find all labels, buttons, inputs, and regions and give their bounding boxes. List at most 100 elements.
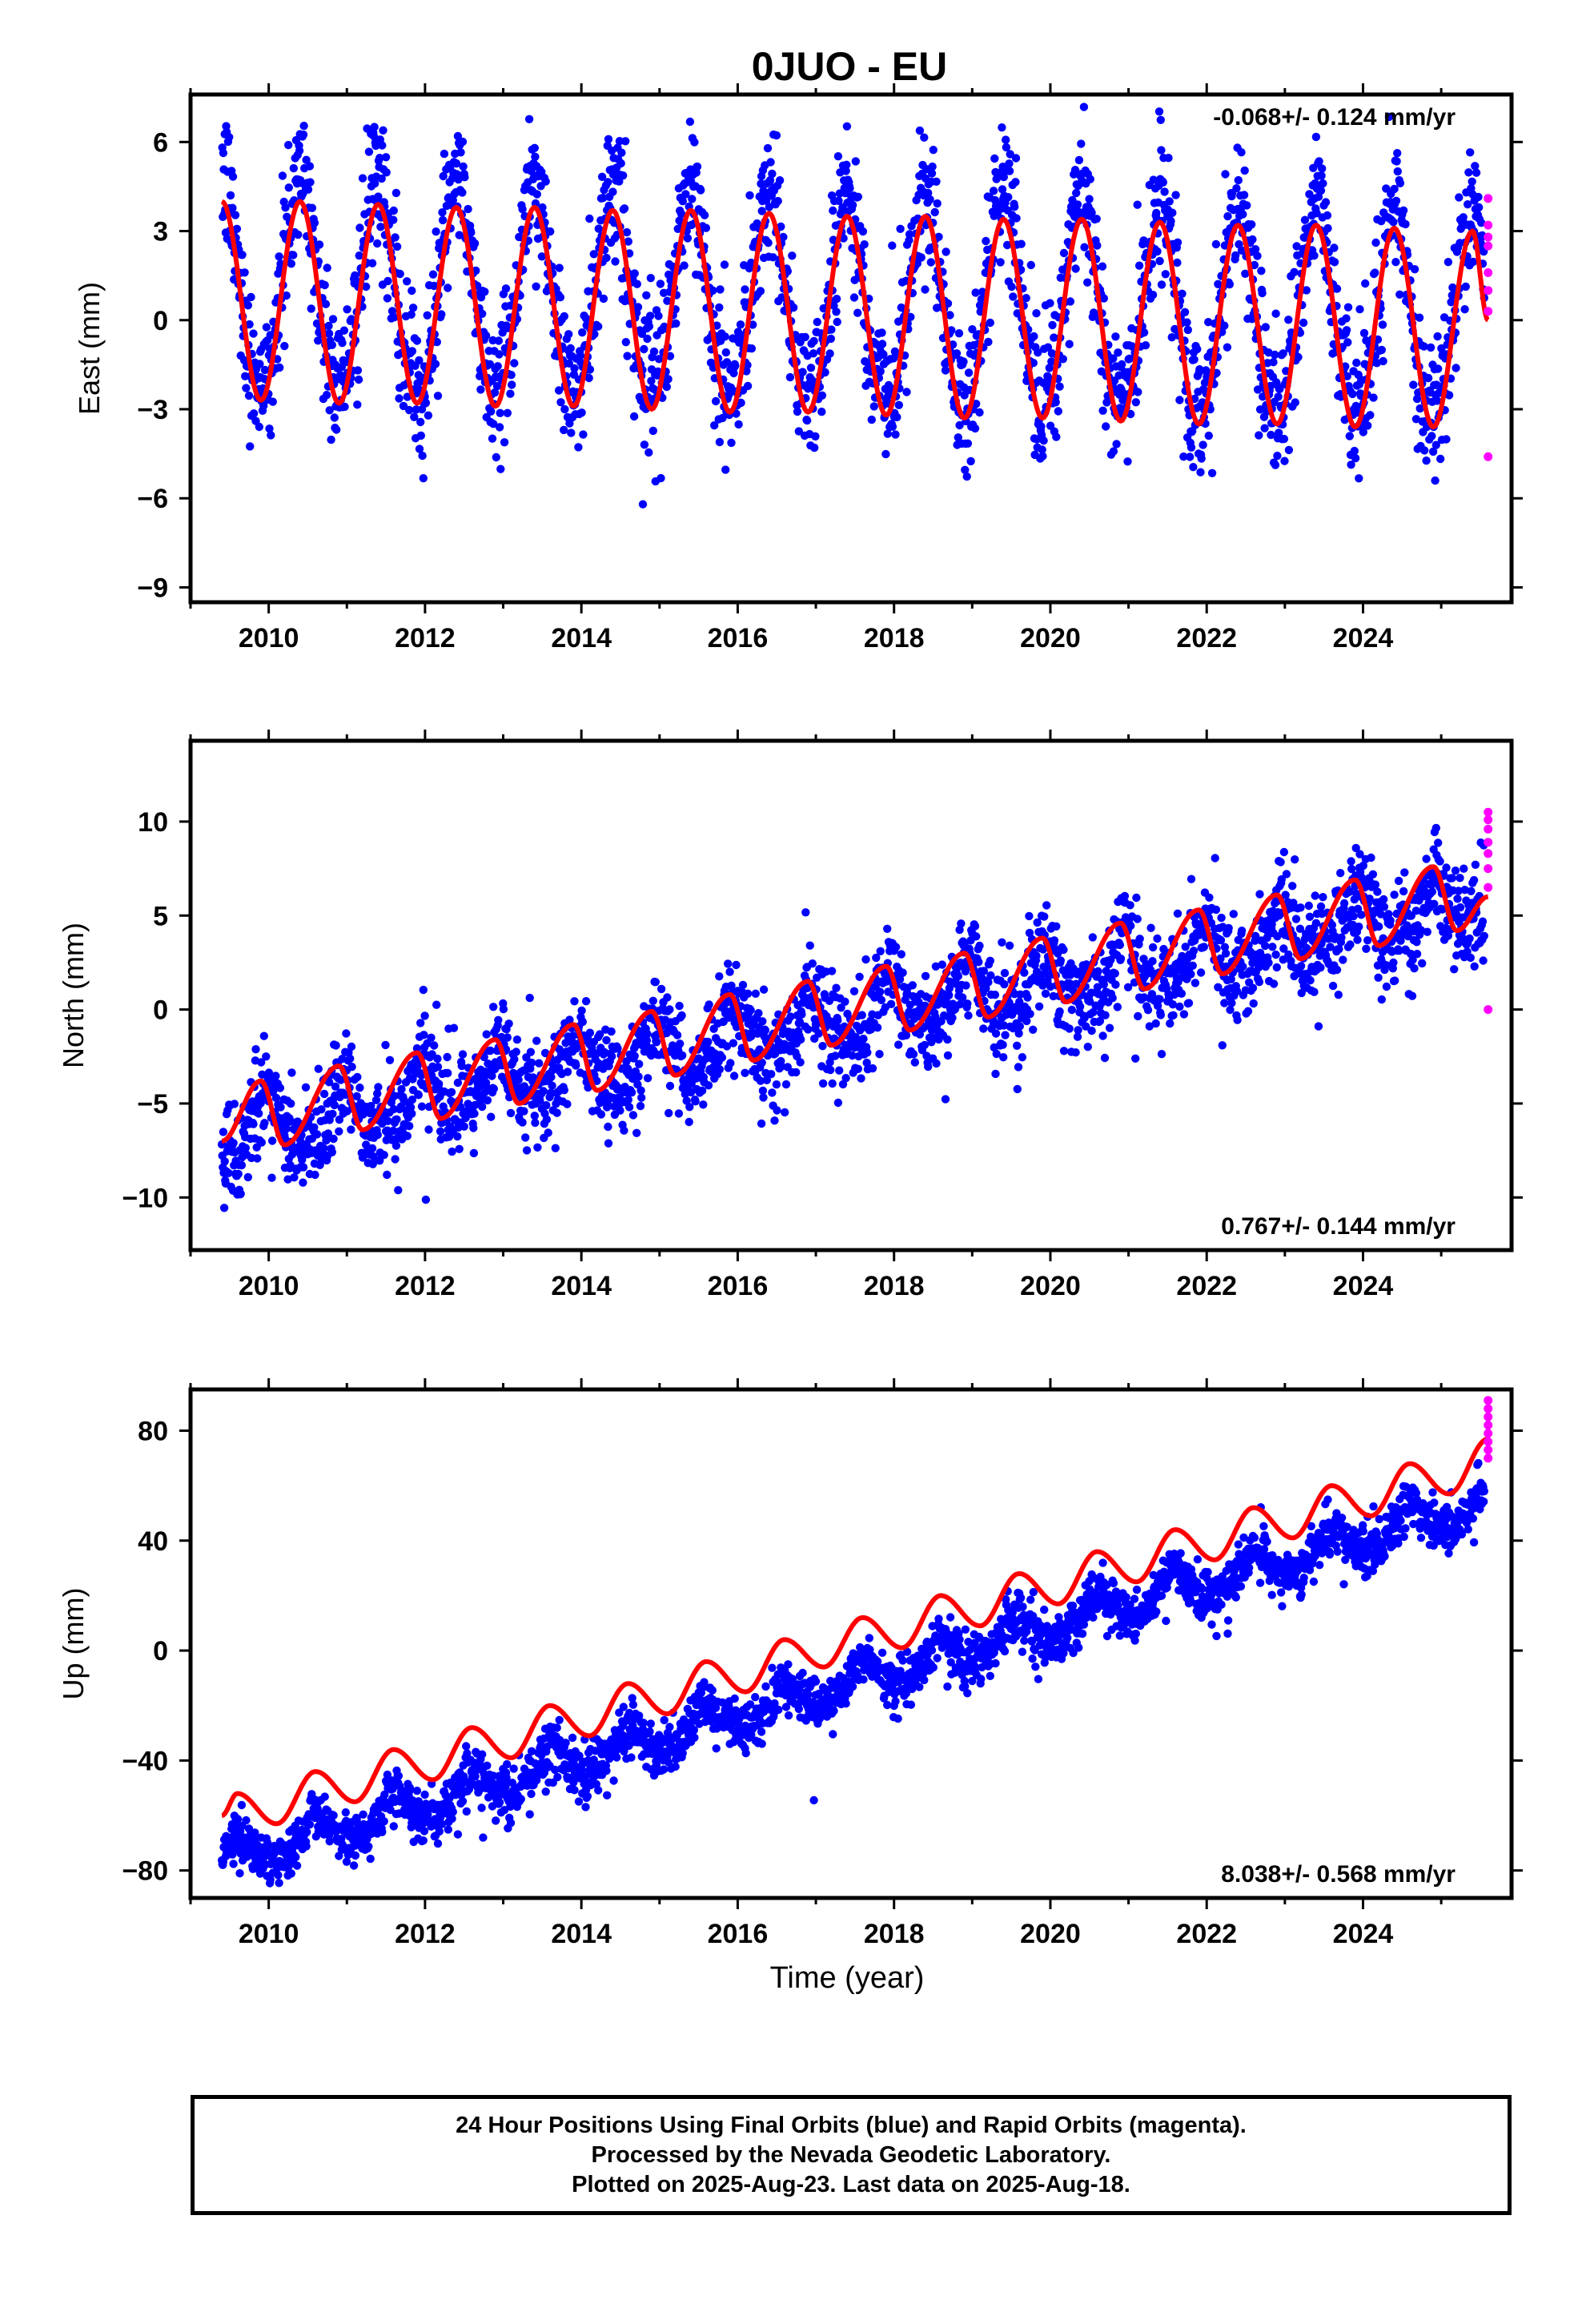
- data-point: [1314, 1022, 1323, 1031]
- data-point: [1048, 320, 1057, 330]
- data-point: [544, 1128, 552, 1137]
- data-point: [1264, 959, 1273, 967]
- data-point: [1218, 1041, 1227, 1050]
- data-point: [488, 434, 497, 443]
- data-point: [829, 235, 838, 244]
- data-point: [584, 373, 593, 383]
- data-point: [487, 407, 496, 416]
- data-point: [1080, 243, 1089, 251]
- data-point: [837, 1003, 845, 1012]
- data-point: [1002, 143, 1011, 152]
- data-point: [665, 352, 675, 360]
- data-point: [699, 1100, 708, 1109]
- data-point: [773, 196, 782, 206]
- data-point: [644, 448, 653, 457]
- data-point: [649, 347, 659, 356]
- data-point: [1267, 430, 1275, 440]
- data-point: [417, 1102, 427, 1111]
- data-point: [385, 1055, 395, 1065]
- data-point: [989, 187, 998, 195]
- data-point: [478, 1102, 487, 1112]
- data-point: [1098, 1031, 1107, 1040]
- data-point: [1299, 318, 1308, 328]
- data-point: [1302, 286, 1311, 295]
- data-point: [797, 1010, 806, 1019]
- data-point: [831, 1051, 840, 1060]
- data-point: [389, 206, 398, 215]
- data-point: [845, 183, 854, 193]
- data-point: [767, 1070, 776, 1079]
- data-point: [1179, 1010, 1189, 1019]
- data-point: [1189, 463, 1198, 472]
- data-point: [1039, 436, 1048, 445]
- data-point: [275, 1084, 285, 1092]
- data-point: [835, 1066, 844, 1075]
- data-point: [729, 1072, 739, 1080]
- data-point: [1304, 901, 1314, 911]
- data-point: [459, 162, 468, 171]
- data-point: [863, 1048, 872, 1057]
- data-point: [881, 449, 890, 459]
- data-point: [642, 291, 651, 300]
- data-point: [908, 981, 917, 990]
- y-tick-label: 3: [153, 217, 168, 247]
- rate-annotation-east: -0.068+/- 0.124 mm/yr: [1213, 104, 1456, 131]
- data-point: [1197, 454, 1206, 463]
- data-point: [1221, 949, 1231, 958]
- data-point: [794, 427, 803, 436]
- data-point: [453, 131, 463, 141]
- data-point: [999, 1053, 1008, 1062]
- data-point: [547, 1072, 556, 1082]
- data-point: [1255, 890, 1264, 899]
- data-point: [1116, 954, 1126, 963]
- data-point: [827, 325, 836, 334]
- data-point: [1161, 270, 1170, 279]
- data-point: [910, 1058, 920, 1067]
- data-point: [676, 1039, 685, 1048]
- data-point: [960, 391, 969, 400]
- data-point: [1056, 956, 1066, 965]
- data-point: [403, 277, 412, 286]
- data-point: [651, 978, 660, 987]
- data-point: [508, 380, 516, 389]
- data-point: [482, 1030, 491, 1039]
- data-point: [395, 1253, 403, 1261]
- data-point: [1345, 432, 1355, 440]
- data-point: [656, 984, 666, 994]
- data-point: [1158, 178, 1168, 187]
- data-point: [685, 1117, 693, 1127]
- data-point: [432, 337, 441, 347]
- data-point: [1009, 292, 1018, 301]
- data-point: [959, 357, 968, 366]
- data-point: [920, 133, 929, 142]
- data-point: [627, 1088, 636, 1097]
- data-point: [643, 334, 652, 344]
- data-point: [749, 320, 757, 329]
- data-point: [905, 235, 913, 245]
- data-point: [1042, 901, 1051, 910]
- data-point: [637, 1093, 646, 1102]
- data-point: [857, 1074, 865, 1083]
- data-point: [636, 1086, 645, 1095]
- data-point: [249, 409, 259, 418]
- data-point: [315, 240, 324, 249]
- data-point: [1237, 246, 1247, 255]
- data-point: [1026, 1009, 1034, 1019]
- data-point: [932, 177, 941, 186]
- data-point: [948, 1013, 957, 1023]
- data-point: [617, 148, 626, 157]
- data-point: [281, 203, 290, 212]
- data-point: [453, 1132, 462, 1141]
- data-point: [251, 1045, 260, 1054]
- data-point: [367, 1101, 375, 1111]
- data-point: [488, 1072, 496, 1080]
- data-point: [565, 419, 574, 428]
- data-point: [1123, 457, 1132, 466]
- data-point: [419, 985, 428, 995]
- data-point: [1342, 314, 1351, 323]
- data-point: [1224, 923, 1233, 933]
- data-point: [833, 1016, 842, 1025]
- data-point: [1050, 333, 1058, 342]
- data-point: [1352, 358, 1361, 368]
- data-point: [448, 1147, 456, 1156]
